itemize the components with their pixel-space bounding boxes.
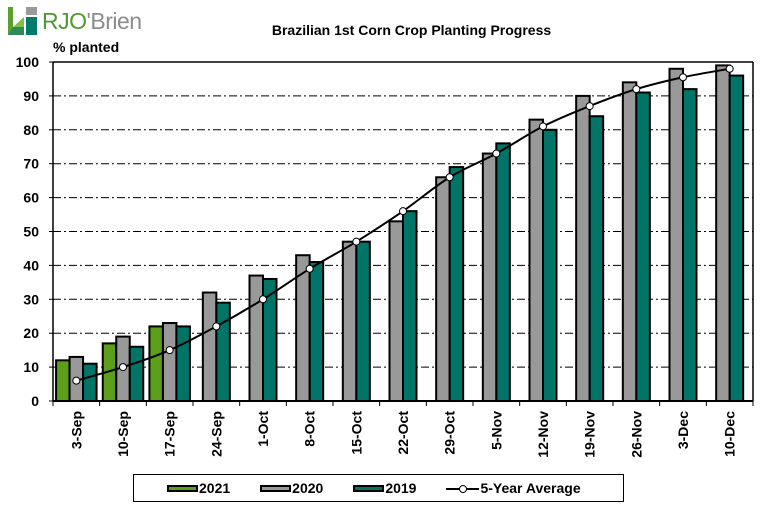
bar-2019 — [128, 345, 145, 403]
rjobrien-logo: RJO'Brien — [8, 5, 142, 37]
avg-point — [399, 207, 407, 216]
avg-point — [165, 346, 174, 355]
x-tick-label: 10-Dec — [722, 411, 738, 457]
legend-swatch-2020 — [260, 484, 292, 492]
chart-title: Brazilian 1st Corn Crop Planting Progres… — [271, 22, 552, 38]
bar-2020 — [201, 291, 218, 402]
y-tick-label: 20 — [23, 325, 39, 341]
y-tick-label: 100 — [16, 54, 40, 70]
x-tick-label: 26-Nov — [628, 411, 644, 458]
x-tick-label: 1-Oct — [255, 411, 271, 447]
x-tick-label: 5-Nov — [488, 411, 504, 450]
legend-item-5yr-average: 5-Year Average — [446, 480, 581, 496]
x-tick-label: 29-Oct — [442, 411, 458, 455]
bar-2020 — [435, 176, 451, 402]
x-tick-label: 12-Nov — [535, 411, 551, 458]
x-tick-label: 10-Sep — [115, 411, 131, 457]
avg-point — [445, 173, 454, 182]
bar-2020 — [481, 152, 498, 402]
bar-2020 — [248, 274, 264, 403]
axes — [49, 61, 754, 406]
legend-item-2021: 2021 — [167, 480, 230, 496]
legend-swatch-2019 — [353, 484, 385, 492]
avg-point — [585, 102, 594, 111]
avg-point — [212, 322, 221, 331]
legend-label-2021: 2021 — [199, 480, 231, 496]
avg-point — [632, 85, 641, 94]
logo-mark-icon — [8, 7, 37, 35]
chart-plot: 0 10 20 30 40 50 60 70 80 90 100 3-Sep 10-Sep 17-Sep 2… — [16, 54, 754, 458]
bar-2020 — [668, 67, 684, 402]
avg-point — [259, 295, 267, 304]
tick-labels: 0 10 20 30 40 50 60 70 80 90 100 3-Sep 10-Sep 17-Sep 2… — [16, 54, 738, 458]
legend-swatch-2021 — [167, 484, 198, 492]
avg-point — [352, 237, 361, 246]
bars — [55, 64, 745, 403]
bar-2019 — [635, 91, 651, 402]
bar-2021 — [148, 325, 164, 403]
bar-2019 — [448, 166, 465, 402]
legend-item-2019: 2019 — [353, 480, 416, 496]
logo-wordmark: RJO'Brien — [42, 7, 142, 34]
legend: 2021 2020 2019 5-Year Average — [133, 474, 624, 502]
legend-label-2020: 2020 — [292, 480, 324, 496]
x-tick-label: 19-Nov — [582, 411, 598, 458]
bar-2019 — [82, 362, 98, 402]
bar-2019 — [402, 210, 418, 402]
y-tick-label: 10 — [23, 359, 39, 375]
bar-2019 — [355, 240, 371, 402]
legend-line-marker-icon — [446, 483, 480, 493]
avg-point — [679, 73, 687, 82]
y-tick-label: 30 — [23, 291, 39, 307]
x-tick-label: 15-Oct — [348, 411, 364, 455]
x-tick-label: 22-Oct — [395, 411, 411, 455]
y-tick-label: 50 — [23, 224, 39, 240]
bar-2019 — [728, 74, 745, 402]
bar-2019 — [215, 301, 231, 402]
bar-2020 — [621, 81, 638, 402]
bar-2020 — [388, 220, 404, 402]
legend-label-5yr-average: 5-Year Average — [480, 480, 581, 496]
bar-2019 — [588, 115, 605, 403]
bar-2020 — [575, 94, 591, 403]
avg-point — [72, 376, 81, 385]
y-tick-label: 40 — [23, 257, 39, 273]
avg-point — [119, 363, 127, 372]
y-tick-label: 80 — [23, 122, 39, 138]
average-line — [72, 64, 734, 385]
legend-item-2020: 2020 — [260, 480, 323, 496]
x-tick-label: 3-Dec — [675, 411, 691, 449]
bar-2020 — [161, 322, 178, 402]
bar-2020 — [528, 118, 544, 402]
bar-2019 — [308, 261, 325, 403]
avg-point — [305, 264, 314, 273]
y-tick-label: 90 — [23, 88, 39, 104]
avg-point — [539, 122, 547, 131]
x-tick-label: 17-Sep — [162, 411, 178, 457]
y-tick-label: 70 — [23, 156, 39, 172]
bar-2020 — [715, 64, 731, 402]
bar-2019 — [495, 142, 511, 403]
x-tick-label: 3-Sep — [68, 411, 84, 449]
y-axis-label: % planted — [53, 39, 120, 55]
x-tick-label: 24-Sep — [208, 411, 224, 457]
legend-label-2019: 2019 — [385, 480, 417, 496]
y-tick-label: 0 — [31, 393, 39, 409]
bar-2019 — [175, 325, 191, 403]
x-tick-label: 8-Oct — [302, 411, 318, 447]
bar-2019 — [542, 128, 558, 403]
avg-point — [725, 64, 734, 73]
bar-2020 — [341, 240, 358, 402]
bar-2019 — [682, 88, 698, 403]
bar-2021 — [55, 359, 71, 403]
y-tick-label: 60 — [23, 190, 39, 206]
avg-point — [492, 149, 501, 158]
